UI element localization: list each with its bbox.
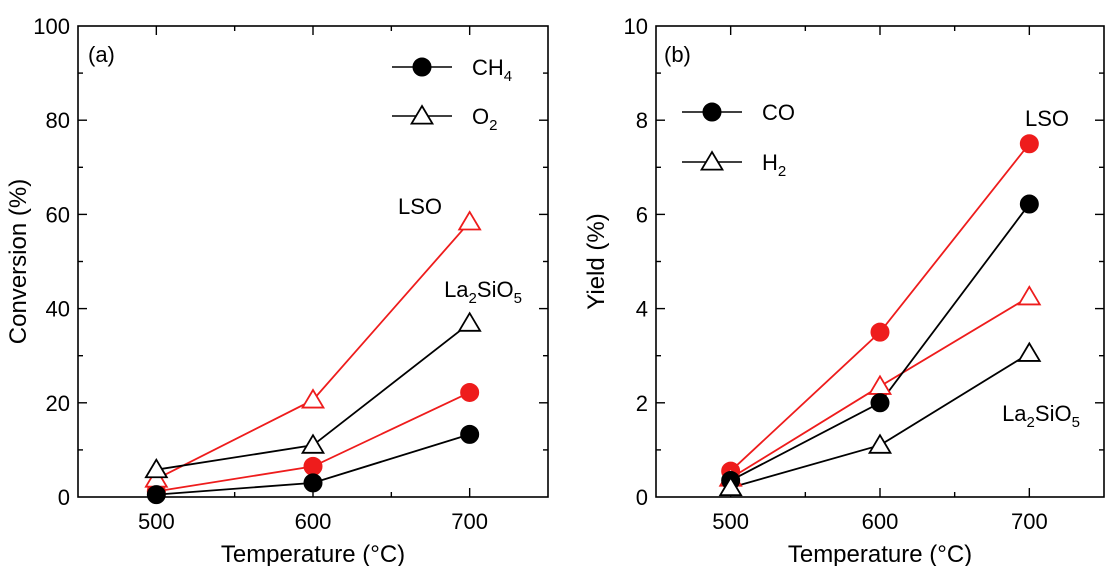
legend-label-part: CO [762,100,795,125]
annotation-la2sio5: La2SiO5 [1002,401,1080,431]
series-line-lso-co [730,143,1031,472]
x-tick-label: 500 [138,509,175,534]
plot-frame [77,25,549,498]
annotation-lso: LSO [398,194,442,219]
annotation-la2sio5-part: La [444,277,469,302]
legend-label-part: O [472,104,489,129]
data-point-la2sio5-o2 [457,311,482,332]
data-point-lso-o2 [300,388,326,409]
x-tick-label: 600 [295,509,332,534]
annotation-la2sio5-sub: 5 [1072,414,1080,431]
data-point-lso-ch4 [303,456,323,476]
legend-label-part: H [762,150,778,175]
y-tick-label: 60 [46,202,70,227]
plot-frame [655,25,1105,498]
y-tick-label: 0 [58,485,70,510]
legend-label-sub: 4 [504,68,512,85]
y-tick-label: 6 [636,202,648,227]
legend-label: H2 [762,150,786,180]
annotation-la2sio5-part: La [1002,401,1027,426]
y-tick-label: 20 [46,391,70,416]
y-tick-label: 0 [636,485,648,510]
x-axis-label: Temperature (°C) [788,541,972,566]
panel-b: 500 600 700 0 2 4 6 8 10 Temperature (°C) Yield (%… [583,14,1105,566]
x-tick-label: 600 [862,509,899,534]
legend-marker [699,150,725,171]
data-point-lso-co [870,322,890,342]
data-point-lso-o2 [457,210,482,231]
data-point-lso-h2 [1017,285,1042,306]
panel-a: 500 600 700 0 20 40 60 80 100 Temperature (°C) Con… [5,14,549,566]
y-tick-label: 10 [624,14,648,39]
y-tick-label: 2 [636,391,648,416]
data-point-la2sio5-co [1019,194,1039,214]
data-point-la2sio5-ch4 [460,424,480,444]
legend-marker [409,104,435,125]
data-point-la2sio5-h2 [1017,341,1042,362]
x-tick-label: 700 [1011,509,1048,534]
legend-label: CH4 [472,55,512,85]
x-axis-label: Temperature (°C) [221,541,405,566]
legend-marker [412,57,432,77]
y-axis-label: Yield (%) [583,213,610,309]
y-tick-label: 40 [46,297,70,322]
data-point-la2sio5-o2 [300,433,326,454]
legend-label-sub: 2 [778,163,786,180]
data-point-la2sio5-ch4 [303,473,323,493]
legend-label: CO [762,100,795,125]
data-point-lso-co [1019,134,1039,154]
y-axis-label: Conversion (%) [5,179,32,344]
annotation-lso: LSO [1025,106,1069,131]
y-tick-label: 80 [46,108,70,133]
data-point-la2sio5-h2 [867,433,893,454]
data-point-la2sio5-o2 [144,457,169,479]
x-tick-label: 500 [712,509,749,534]
data-point-lso-h2 [867,374,893,395]
annotation-la2sio5-part: SiO [477,277,514,302]
legend-label: O2 [472,104,497,134]
annotation-la2sio5-sub: 2 [1027,414,1035,431]
annotation-la2sio5-sub: 5 [514,290,522,307]
data-point-la2sio5-co [870,393,890,413]
data-point-lso-ch4 [460,382,480,402]
annotation-la2sio5: La2SiO5 [444,277,522,307]
panel-label: (b) [664,42,691,67]
legend-marker [702,102,722,122]
annotation-la2sio5-sub: 2 [469,290,477,307]
x-tick-label: 700 [451,509,488,534]
y-tick-label: 8 [636,108,648,133]
data-point-la2sio5-ch4 [146,485,166,505]
legend-label-sub: 2 [489,117,497,134]
series-line-la2sio5-h2 [730,352,1030,489]
legend-label-part: CH [472,55,504,80]
annotation-la2sio5-part: SiO [1035,401,1072,426]
y-tick-label: 4 [636,297,648,322]
y-tick-label: 100 [33,14,70,39]
panel-label: (a) [88,42,115,67]
data-point-la2sio5-h2 [718,475,743,497]
